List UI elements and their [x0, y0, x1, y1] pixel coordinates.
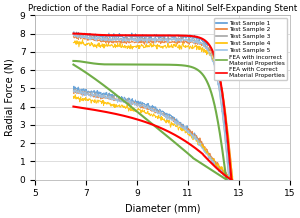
Y-axis label: Radial Force (N): Radial Force (N) — [4, 59, 14, 136]
X-axis label: Diameter (mm): Diameter (mm) — [125, 204, 200, 214]
Legend: Test Sample 1, Test Sample 2, Test Sample 3, Test Sample 4, Test Sample 5, FEA w: Test Sample 1, Test Sample 2, Test Sampl… — [214, 18, 287, 80]
Title: Prediction of the Radial Force of a Nitinol Self-Expanding Stent: Prediction of the Radial Force of a Niti… — [28, 4, 297, 13]
